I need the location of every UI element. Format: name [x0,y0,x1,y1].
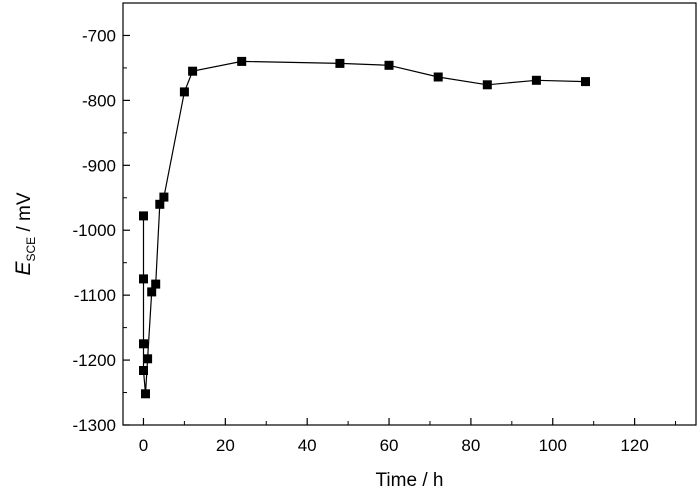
data-point [139,211,148,221]
plot-area: 0 20 40 60 80 100 120 -700 -800 -900 -1000 -1100 -12… [73,2,697,455]
y-axis-symbol: E [12,261,35,276]
data-point [139,339,148,349]
data-point [237,56,247,66]
data-point [139,274,148,284]
data-point [531,75,541,85]
x-axis-title: Time / h [376,470,444,491]
plot-frame [122,2,697,426]
y-tick-label: -1100 [74,286,116,305]
data-point [151,279,161,289]
y-axis-subscript: SCE [24,237,38,262]
axis-titles: Time / h ESCE / mV [12,192,443,491]
y-tick-label: -1000 [73,221,116,240]
data-point [143,354,153,364]
data-point [147,287,157,297]
x-tick-label: 120 [620,436,648,455]
x-tick-label: 40 [298,436,317,455]
y-axis-title: ESCE / mV [12,192,38,275]
data-point [188,66,198,76]
data-point [433,72,443,82]
data-point [141,389,150,399]
y-tick-label: -800 [82,91,116,110]
data-point [384,60,394,70]
data-point [581,77,590,87]
y-axis-unit: / mV [14,192,35,237]
x-tick-label: 60 [380,436,399,455]
data-point [159,192,169,202]
x-tick-label: 80 [461,436,480,455]
y-tick-label: -700 [82,26,116,45]
data-point [155,199,165,209]
x-tick-label: 20 [216,436,235,455]
data-point [179,87,189,97]
data-point [335,58,345,68]
y-tick-label: -900 [82,156,116,175]
x-tick-label: 0 [139,436,148,455]
data-point [139,366,148,375]
data-point [482,80,492,90]
y-tick-label: -1200 [73,351,116,370]
y-tick-label: -1300 [73,416,116,435]
series-line [142,60,586,394]
x-tick-label: 100 [539,436,567,455]
